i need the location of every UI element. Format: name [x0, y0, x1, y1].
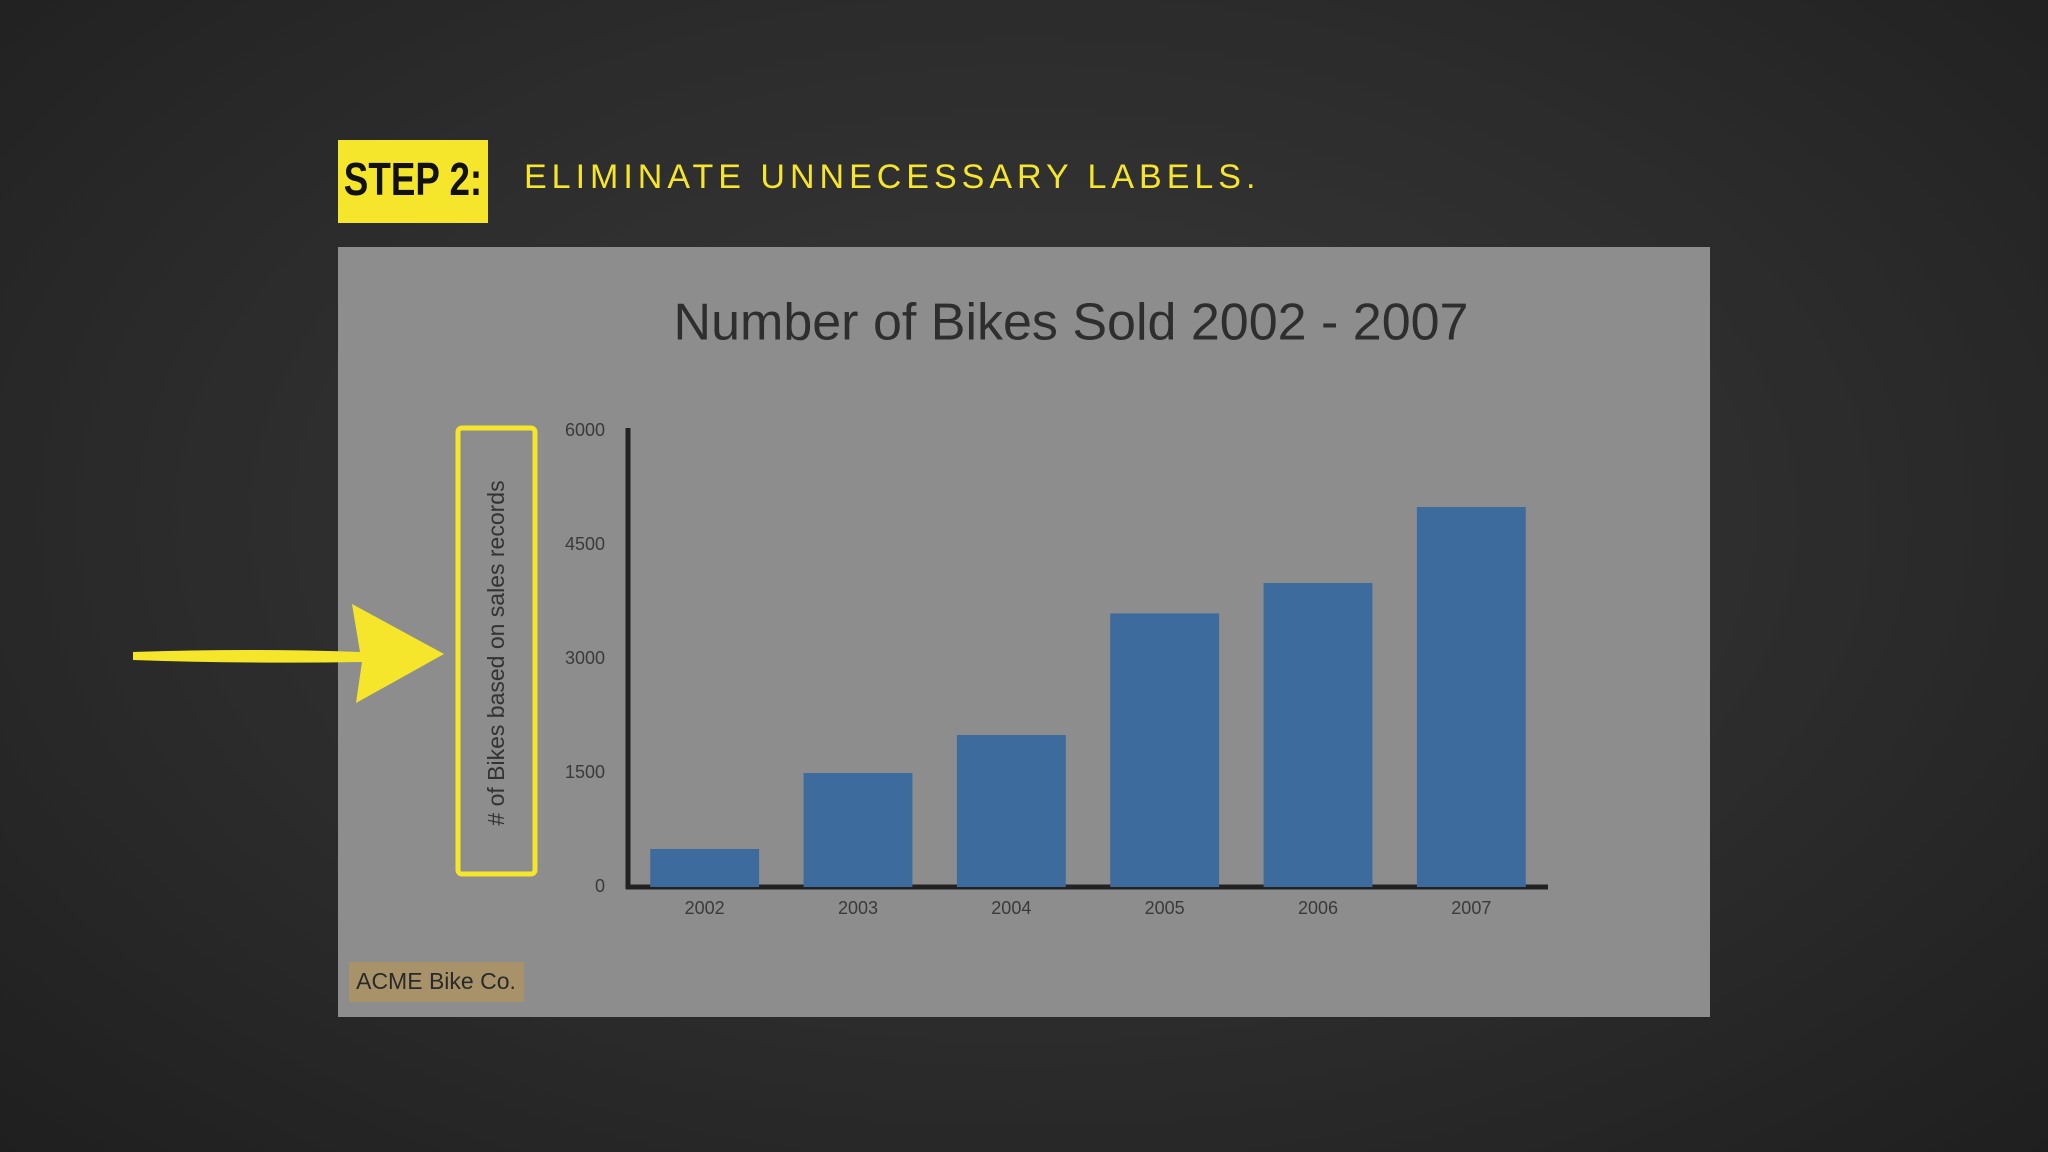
step-heading: ELIMINATE UNNECESSARY LABELS.	[524, 158, 1260, 196]
arrow	[133, 604, 444, 703]
y-tick-label: 0	[595, 876, 605, 896]
x-tick-label: 2006	[1298, 898, 1338, 918]
bar	[803, 773, 913, 887]
x-tick-label: 2004	[991, 898, 1031, 918]
footer-text: ACME Bike Co.	[356, 968, 516, 994]
x-tick-label: 2005	[1145, 898, 1185, 918]
bar	[1110, 613, 1220, 887]
x-tick-label: 2007	[1451, 898, 1491, 918]
y-tick-label: 3000	[565, 648, 605, 668]
bar	[956, 735, 1066, 887]
step-badge-text: STEP 2:	[344, 153, 482, 205]
x-tick-label: 2003	[838, 898, 878, 918]
bar	[1416, 507, 1526, 887]
footer-box	[349, 962, 524, 1002]
bar	[650, 849, 760, 887]
chart-title: Number of Bikes Sold 2002 - 2007	[674, 294, 1469, 352]
x-tick-label: 2002	[685, 898, 725, 918]
y-tick-label: 1500	[565, 762, 605, 782]
ylabel-highlight	[455, 425, 538, 877]
bar	[1263, 583, 1373, 887]
step-badge	[338, 140, 488, 223]
y-axis-label: # of Bikes based on sales records	[483, 480, 509, 825]
y-tick-label: 6000	[565, 420, 605, 440]
y-tick-label: 4500	[565, 534, 605, 554]
